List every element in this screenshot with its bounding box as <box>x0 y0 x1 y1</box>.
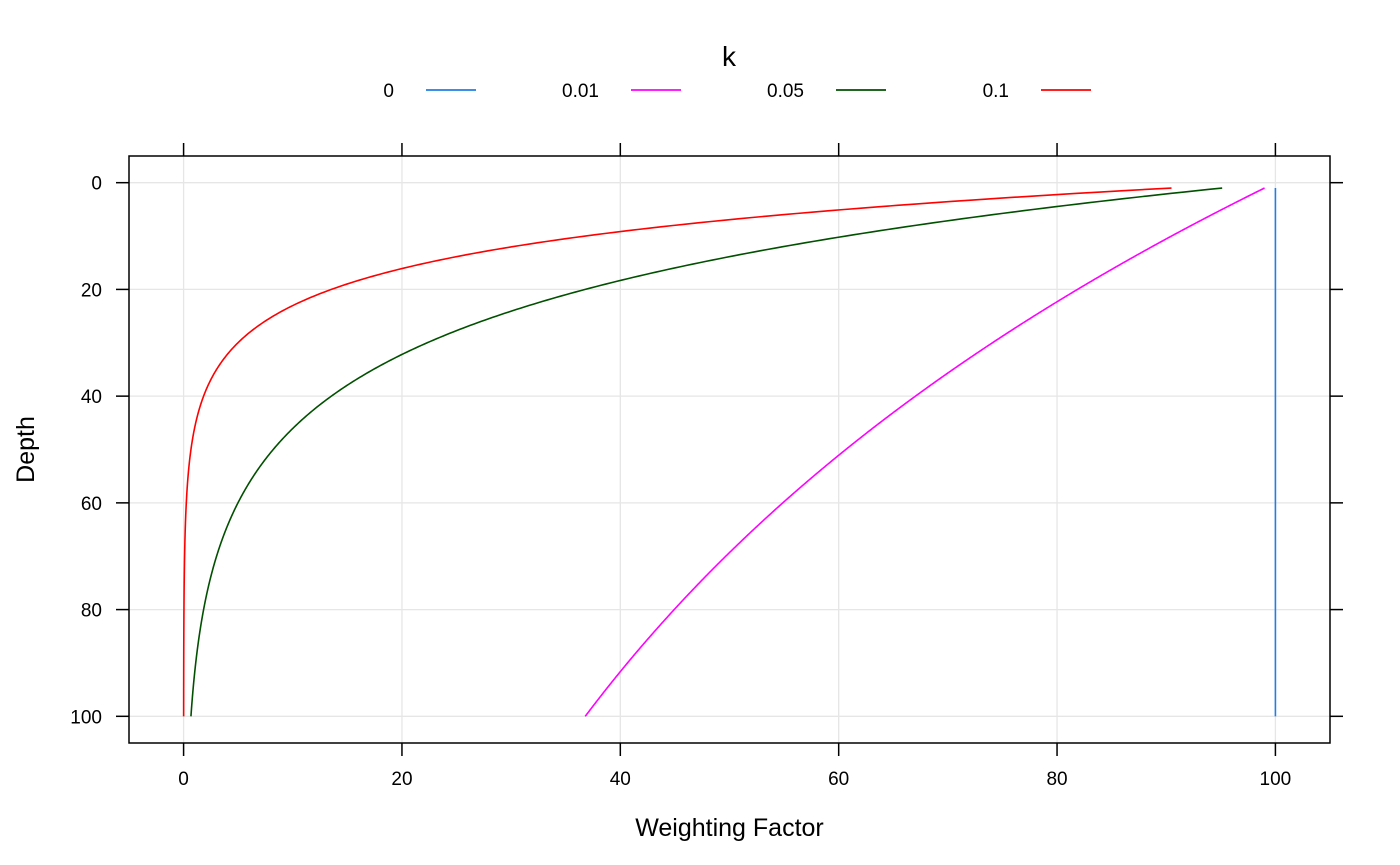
legend-label-0: 0 <box>383 81 394 102</box>
axis-ticks: 0 20 40 60 80 100 0 20 40 60 80 100 <box>70 143 1343 790</box>
y-tick-label: 0 <box>91 174 102 195</box>
y-tick-label: 100 <box>70 707 102 728</box>
plot-frame <box>128 155 1331 744</box>
series-lines <box>182 187 1277 717</box>
y-tick-label: 60 <box>81 494 102 515</box>
series-line-k-0.1 <box>182 187 1172 717</box>
legend-label-0.05: 0.05 <box>767 81 804 102</box>
x-tick-label: 0 <box>178 769 189 790</box>
x-axis-title: Weighting Factor <box>635 814 824 842</box>
legend-label-0.1: 0.1 <box>983 81 1009 102</box>
grid <box>129 156 1330 743</box>
y-tick-label: 40 <box>81 387 102 408</box>
y-tick-label: 80 <box>81 601 102 622</box>
x-tick-label: 40 <box>610 769 631 790</box>
x-tick-label: 100 <box>1260 769 1292 790</box>
legend-title: k <box>722 41 737 72</box>
x-tick-label: 80 <box>1046 769 1067 790</box>
y-axis-title: Depth <box>12 416 40 483</box>
y-tick-label: 20 <box>81 280 102 301</box>
x-tick-label: 20 <box>391 769 412 790</box>
series-line-k-0.05 <box>190 187 1223 717</box>
legend: 0 0.01 0.05 0.1 <box>383 81 1091 102</box>
legend-label-0.01: 0.01 <box>562 81 599 102</box>
series-line-k-0.01 <box>584 187 1265 717</box>
x-tick-label: 60 <box>828 769 849 790</box>
